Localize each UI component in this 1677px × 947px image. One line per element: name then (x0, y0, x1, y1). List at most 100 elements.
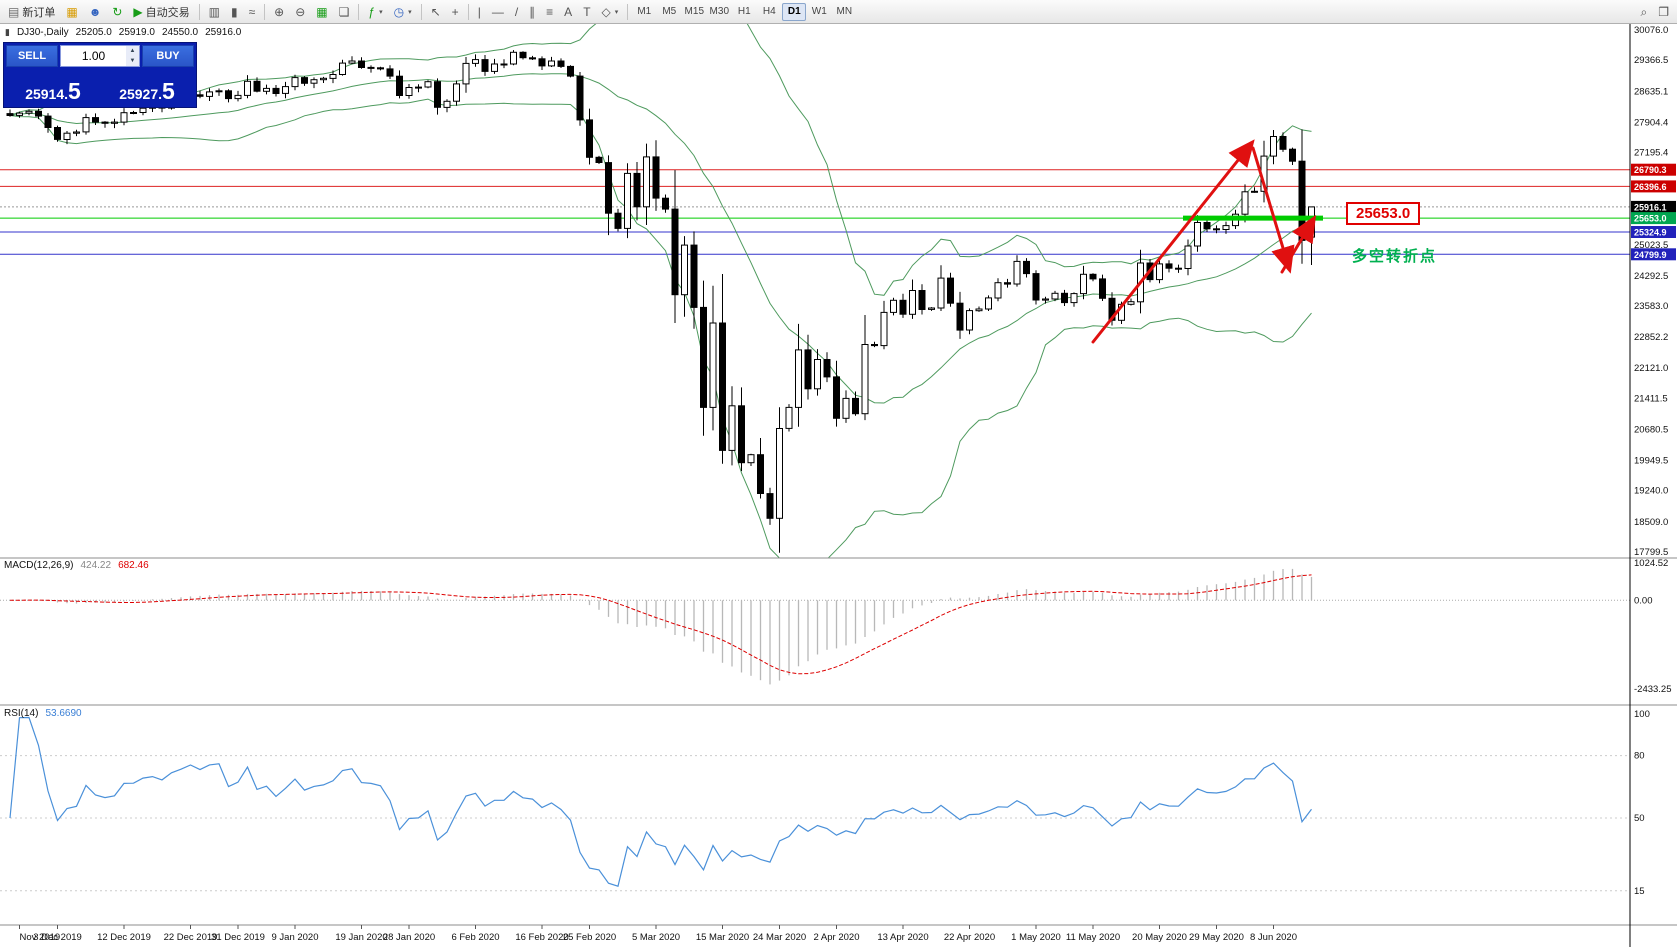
toolbar-separator (627, 3, 629, 20)
timeframe-m5-button[interactable]: M5 (657, 3, 681, 21)
volume-input[interactable] (61, 46, 126, 66)
new-order-icon: ▤ (8, 4, 20, 19)
svg-text:24 Mar 2020: 24 Mar 2020 (753, 932, 806, 943)
label-tool-icon: T (583, 4, 591, 19)
text-tool-icon: A (564, 4, 573, 19)
channel-icon: ∥ (529, 4, 536, 19)
svg-text:9 Jan 2020: 9 Jan 2020 (271, 932, 318, 943)
fibonacci-tool-button[interactable]: ≡ (541, 2, 558, 22)
tile-windows-button[interactable]: ❏ (334, 2, 355, 22)
svg-text:19240.0: 19240.0 (1634, 486, 1668, 497)
svg-text:22852.2: 22852.2 (1634, 332, 1668, 343)
chart-candles-button[interactable]: ▮ (226, 2, 243, 22)
trend-arrows[interactable] (1091, 139, 1317, 344)
one-click-trading-panel: SELL ▲ ▼ BUY 25914. 5 25927. 5 (3, 42, 197, 108)
crosshair-tool-button[interactable]: + (447, 2, 464, 22)
rsi-pane[interactable] (0, 716, 1630, 892)
grid-button[interactable]: ▦ (311, 2, 332, 22)
search-button[interactable]: ⌕ (1636, 2, 1653, 22)
timeframe-d1-button[interactable]: D1 (782, 2, 807, 21)
svg-text:22 Apr 2020: 22 Apr 2020 (944, 932, 995, 943)
volume-down-button[interactable]: ▼ (126, 56, 139, 66)
svg-text:22121.0: 22121.0 (1634, 363, 1668, 374)
svg-text:24799.9: 24799.9 (1634, 250, 1667, 260)
zoom-out-button[interactable]: ⊖ (290, 2, 310, 22)
vline-tool-button[interactable]: | (473, 2, 486, 22)
sell-button[interactable]: SELL (6, 45, 58, 67)
timeframe-mn-button[interactable]: MN (832, 3, 856, 21)
main-toolbar: ▤ 新订单 ▦ ☻ ↻ ▶ 自动交易 ▥ ▮ ≈ ⊕ ⊖ ▦ ❏ ƒ ▾ ◷ ▾ ↖… (0, 0, 1677, 24)
timeframe-h1-button[interactable]: H1 (732, 3, 756, 21)
toolbar-separator (420, 3, 422, 20)
turning-point-annotation[interactable]: 多空转折点 (1352, 248, 1438, 265)
zoom-in-icon: ⊕ (274, 4, 285, 19)
text-tool-button[interactable]: A (559, 2, 577, 22)
timeframe-m30-button[interactable]: M30 (707, 3, 731, 21)
horizontal-line-icon: — (491, 4, 504, 19)
svg-text:19949.5: 19949.5 (1634, 456, 1668, 467)
chevron-down-icon: ▾ (614, 8, 619, 16)
svg-text:5 Mar 2020: 5 Mar 2020 (632, 932, 680, 943)
macd-signal-value: 682.46 (118, 560, 149, 571)
svg-text:26790.3: 26790.3 (1634, 165, 1667, 175)
svg-text:15 Mar 2020: 15 Mar 2020 (696, 932, 749, 943)
buy-price-main: 25927. (119, 85, 163, 102)
trendline-tool-button[interactable]: / (510, 2, 523, 22)
indicators-icon: ƒ (368, 4, 376, 19)
timeframe-m1-button[interactable]: M1 (632, 3, 656, 21)
window-list-button[interactable]: ❐ (1653, 2, 1674, 22)
svg-text:8 Jun 2020: 8 Jun 2020 (1250, 932, 1297, 943)
autotrading-toggle[interactable]: ▶ 自动交易 (128, 2, 194, 22)
svg-text:3 Dec 2019: 3 Dec 2019 (33, 932, 82, 943)
autotrading-play-icon: ▶ (133, 4, 143, 19)
chart-line-button[interactable]: ≈ (244, 2, 261, 22)
svg-text:2 Apr 2020: 2 Apr 2020 (814, 932, 860, 943)
volume-up-button[interactable]: ▲ (126, 46, 139, 56)
timeframe-h4-button[interactable]: H4 (757, 3, 781, 21)
hline-tool-button[interactable]: — (487, 2, 509, 22)
svg-text:21411.5: 21411.5 (1634, 393, 1668, 404)
new-order-button[interactable]: ▤ 新订单 (3, 2, 60, 22)
label-tool-button[interactable]: T (578, 2, 595, 22)
ohlc-high: 25919.0 (118, 27, 155, 38)
cursor-tool-button[interactable]: ↖ (426, 2, 446, 22)
profile-button[interactable]: ☻ (84, 2, 107, 22)
sell-price[interactable]: 25914. 5 (6, 69, 100, 105)
buy-price-big-digit: 5 (162, 78, 175, 105)
clock-icon: ◷ (393, 4, 405, 19)
svg-text:29 May 2020: 29 May 2020 (1189, 932, 1244, 943)
profile-icon: ☻ (88, 4, 102, 19)
horizontal-level-lines[interactable] (0, 169, 1630, 255)
svg-text:19 Jan 2020: 19 Jan 2020 (335, 932, 387, 943)
rsi-name: RSI(14) (4, 708, 39, 719)
svg-text:-2433.25: -2433.25 (1634, 684, 1672, 695)
candlestick-chart-icon: ▮ (230, 4, 238, 19)
svg-text:24292.5: 24292.5 (1634, 271, 1668, 282)
grid-icon: ▦ (316, 4, 328, 19)
volume-box: ▲ ▼ (60, 45, 140, 67)
chart-bars-button[interactable]: ▥ (204, 2, 225, 22)
price-axis[interactable]: 30076.0 29366.5 28635.1 27904.4 27195.4 25023… (1629, 24, 1676, 947)
zoom-in-button[interactable]: ⊕ (269, 2, 289, 22)
refresh-button[interactable]: ↻ (107, 2, 127, 22)
price-level-callout[interactable]: 25653.0 (1346, 202, 1421, 225)
svg-text:13 Apr 2020: 13 Apr 2020 (877, 932, 928, 943)
chart-canvas[interactable]: 30076.0 29366.5 28635.1 27904.4 27195.4 25023… (0, 24, 1677, 947)
svg-text:17799.5: 17799.5 (1634, 547, 1668, 558)
bar-chart-icon: ▥ (208, 4, 220, 19)
rsi-value: 53.6690 (45, 708, 82, 719)
svg-text:16 Feb 2020: 16 Feb 2020 (515, 932, 568, 943)
charts-window-button[interactable]: ▦ (61, 2, 82, 22)
macd-pane[interactable] (0, 568, 1630, 685)
main-price-pane[interactable] (6, 24, 1315, 567)
buy-price[interactable]: 25927. 5 (100, 69, 194, 105)
svg-text:1024.52: 1024.52 (1634, 558, 1668, 569)
timeframe-m15-button[interactable]: M15 (682, 3, 706, 21)
channel-tool-button[interactable]: ∥ (524, 2, 540, 22)
shapes-menu-button[interactable]: ◇ ▾ (597, 2, 624, 22)
timeframe-w1-button[interactable]: W1 (807, 3, 831, 21)
buy-button[interactable]: BUY (142, 45, 194, 67)
indicators-menu-button[interactable]: ƒ ▾ (363, 2, 387, 22)
periods-menu-button[interactable]: ◷ ▾ (389, 2, 417, 22)
